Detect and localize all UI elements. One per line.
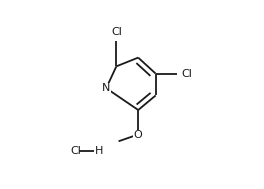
Text: Cl: Cl — [111, 26, 122, 36]
Text: H: H — [95, 146, 104, 156]
Text: Cl: Cl — [70, 146, 81, 156]
Text: Cl: Cl — [182, 69, 193, 79]
Text: N: N — [102, 83, 110, 93]
Text: O: O — [134, 130, 143, 140]
